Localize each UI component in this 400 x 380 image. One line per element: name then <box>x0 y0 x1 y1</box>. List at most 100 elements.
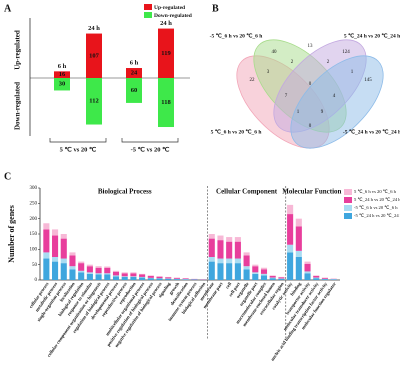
bar <box>86 78 102 125</box>
bar-label: 24 h <box>88 25 100 32</box>
bar <box>54 78 70 91</box>
bar-segment <box>165 278 172 280</box>
venn-set <box>290 55 384 149</box>
bar-segment <box>60 263 67 280</box>
bar-segment <box>147 275 154 277</box>
value-label: 119 <box>161 50 171 57</box>
bar-segment <box>156 278 163 280</box>
region-count: 4 <box>333 94 336 99</box>
bar-segment <box>243 269 250 280</box>
y-axis-label: Up-regulated <box>14 30 22 70</box>
bar-segment <box>104 267 111 274</box>
bar-segment <box>86 273 93 280</box>
bar-segment <box>78 261 85 264</box>
bar-segment <box>304 261 311 264</box>
set-label: 5 ℃_6 h vs 20 ℃_6 h <box>211 128 262 135</box>
bar-label: 24 h <box>160 20 172 27</box>
bar-segment <box>147 278 154 280</box>
set-label: -5 ℃_24 h vs 20 ℃_24 h <box>343 128 400 135</box>
bar-label: 6 h <box>130 60 139 67</box>
group-label: 5 ℃ vs 20 ℃ <box>60 145 97 153</box>
bar-segment <box>104 266 111 268</box>
legend-swatch <box>344 197 352 203</box>
bar-segment <box>208 234 215 239</box>
panel-label: C <box>4 171 11 182</box>
bar-segment <box>217 263 224 280</box>
bar-segment <box>43 252 50 259</box>
bar-segment <box>78 272 85 280</box>
y-tick-label: 100 <box>30 247 38 252</box>
bar-segment <box>130 276 137 277</box>
legend-label: 5 ℃_24 h vs 20 ℃_24 h <box>354 197 400 202</box>
group-label: Biological Process <box>98 188 152 196</box>
bar-segment <box>95 267 102 274</box>
legend-label: 5 ℃_6 h vs 20 ℃_6 h <box>354 189 397 194</box>
bar-segment <box>295 226 302 251</box>
bar <box>126 68 142 78</box>
bar-segment <box>130 276 137 280</box>
legend-swatch <box>344 189 352 195</box>
bar-segment <box>191 279 198 280</box>
bar-segment <box>313 277 320 279</box>
bar-segment <box>287 244 294 253</box>
bar-segment <box>95 266 102 268</box>
y-tick-label: 0 <box>35 278 38 283</box>
bar-segment <box>60 258 67 264</box>
bar-segment <box>278 278 285 280</box>
bar-segment <box>287 204 294 215</box>
panel-label: B <box>212 3 219 14</box>
bar-segment <box>173 279 180 280</box>
value-label: 107 <box>89 52 100 59</box>
bar-segment <box>252 266 259 273</box>
y-tick-label: 250 <box>30 201 38 206</box>
y-axis-label: Number of genes <box>7 205 16 263</box>
bar-segment <box>52 229 59 236</box>
bar-segment <box>260 269 268 274</box>
bar-segment <box>313 275 320 277</box>
region-count: 124 <box>342 50 350 55</box>
group-label: Molecular Function <box>282 188 341 196</box>
bar-segment <box>243 255 250 267</box>
region-count: 13 <box>308 44 314 49</box>
bar-segment <box>95 274 102 280</box>
bar-segment <box>139 276 146 278</box>
region-count: 7 <box>285 94 288 99</box>
region-count: 145 <box>364 78 372 83</box>
region-count: 1 <box>297 110 300 115</box>
bar-segment <box>121 276 128 277</box>
bar-segment <box>234 237 241 242</box>
bar-segment <box>182 278 189 280</box>
group-bracket <box>121 138 179 143</box>
bar-segment <box>287 214 294 245</box>
bar-segment <box>78 270 85 273</box>
bar-segment <box>252 273 259 280</box>
bar-segment <box>321 277 328 279</box>
bar-segment <box>43 258 50 280</box>
bar-segment <box>78 263 85 271</box>
bar-segment <box>69 266 76 270</box>
region-count: 3 <box>267 70 270 75</box>
bar-segment <box>260 267 268 270</box>
bar-segment <box>208 261 215 280</box>
legend-swatch <box>144 4 152 10</box>
bar-segment <box>112 271 120 276</box>
bar-segment <box>269 277 276 279</box>
bar-segment <box>269 276 276 278</box>
bar <box>126 78 142 103</box>
bar-segment <box>165 277 172 279</box>
legend-label: -5 ℃_24 h vs 20 ℃_24 h <box>354 213 400 218</box>
bar-segment <box>130 273 137 277</box>
bar-segment <box>69 252 76 256</box>
bar-segment <box>269 278 276 280</box>
bar <box>158 78 174 128</box>
bar-segment <box>86 266 93 273</box>
bar-segment <box>104 273 111 275</box>
bar-segment <box>95 273 102 275</box>
bar-segment <box>243 266 250 270</box>
y-tick-label: 50 <box>32 263 38 268</box>
region-count: 2 <box>327 60 330 65</box>
value-label: 24 <box>131 69 138 76</box>
bar-segment <box>287 252 294 280</box>
bar-segment <box>52 261 59 280</box>
bar-segment <box>156 276 163 279</box>
